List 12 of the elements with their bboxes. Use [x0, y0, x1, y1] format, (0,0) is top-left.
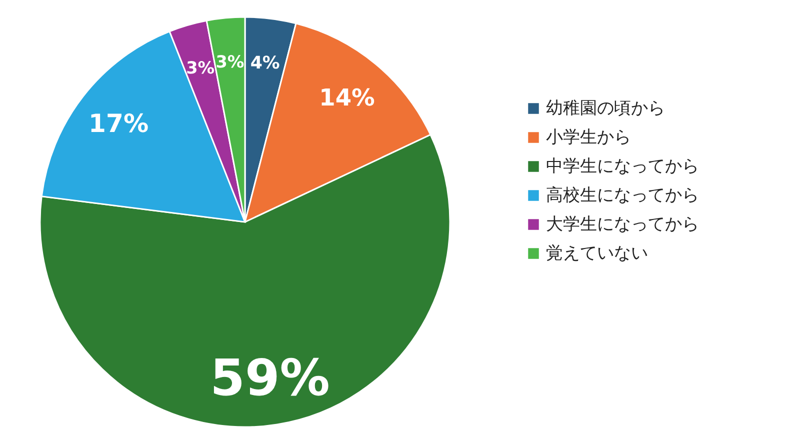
data-label: 4% — [250, 53, 280, 74]
legend-label: 高校生になってから — [546, 186, 699, 206]
data-label: 14% — [319, 84, 375, 112]
legend-label: 幼稚園の頃から — [546, 98, 665, 118]
data-label: 3% — [216, 52, 244, 72]
legend-label: 中学生になってから — [546, 156, 699, 176]
data-label: 3% — [186, 57, 215, 78]
data-label: 59% — [210, 349, 330, 408]
legend-label: 覚えていない — [546, 244, 648, 264]
legend-label: 大学生になってから — [546, 214, 699, 234]
data-label: 17% — [88, 108, 149, 138]
legend-label: 小学生から — [546, 128, 631, 148]
